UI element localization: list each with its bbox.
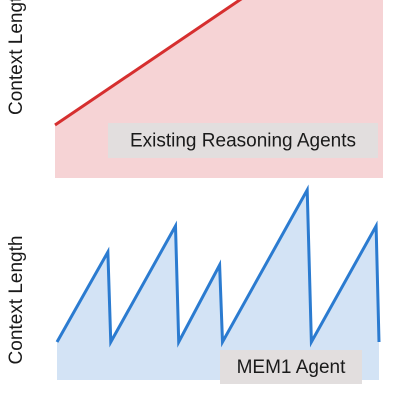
annotation: Existing Reasoning Agents: [130, 131, 356, 152]
y-axis-label: Context Length: [6, 236, 27, 365]
annotation-box: [220, 350, 362, 384]
annotation-box: [108, 123, 378, 158]
data-line: [54, 0, 243, 127]
annotation: MEM1 Agent: [237, 357, 346, 378]
area-fill: [57, 190, 379, 380]
y-axis-label: Context Length: [6, 0, 27, 115]
data-line: [55, 184, 381, 348]
